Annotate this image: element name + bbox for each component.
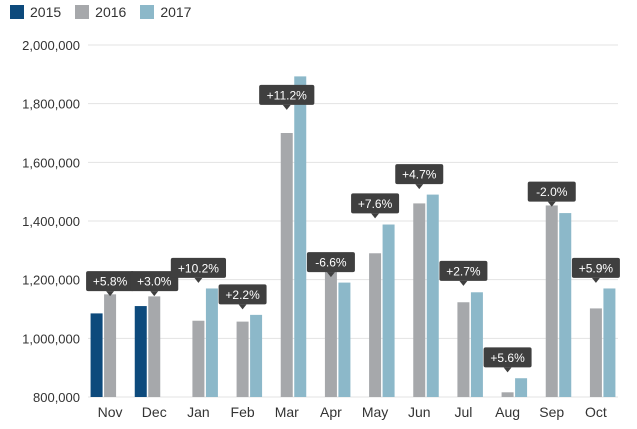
bar-2017-jan [205,288,218,397]
bar-2017-may [382,224,395,397]
legend-swatch-2016 [75,5,90,19]
bar-2016-may [369,253,382,397]
annotation-box [571,257,620,278]
annotation-pointer [503,367,512,373]
annotation-box [306,252,355,273]
y-tick-label: 1,000,000 [22,331,80,346]
x-tick-label: May [362,404,388,420]
annotation-label: +5.9% [579,261,614,275]
bar-2017-mar [294,76,307,398]
annotation-pointer [371,213,380,219]
x-tick-label: Mar [275,404,299,420]
y-tick-label: 1,800,000 [22,97,80,112]
annotation-label: +10.2% [178,261,219,275]
legend-item-2015: 2015 [10,4,61,20]
x-tick-label: Sep [539,404,564,420]
annotation-label: +7.6% [358,197,393,211]
bar-2016-sep [545,205,558,397]
annotation-box [527,181,576,202]
annotation-pointer [547,201,556,207]
annotation-label: -6.6% [315,256,347,270]
bar-2017-sep [559,213,572,397]
annotation-label: +3.0% [137,275,172,289]
x-tick-label: Dec [142,404,167,420]
annotation-box [259,84,315,105]
legend-item-2016: 2016 [75,4,126,20]
bar-2015-nov [90,313,103,397]
legend-label-2016: 2016 [95,4,127,20]
y-tick-label: 1,200,000 [22,273,80,288]
bar-2017-jun [426,194,439,397]
annotation-pointer [326,272,335,278]
annotation-pointer [591,277,600,283]
bar-2015-dec [134,306,147,397]
annotation-label: +11.2% [267,88,307,102]
x-tick-label: Oct [585,404,607,420]
bar-2017-aug [515,378,528,397]
bar-2017-apr [338,282,351,397]
annotation-box [439,260,488,281]
bar-2016-mar [280,133,293,397]
annotation-pointer [459,280,468,286]
legend-item-2017: 2017 [140,4,191,20]
y-tick-label: 1,600,000 [22,155,80,170]
legend-swatch-2017 [140,5,155,19]
legend: 2015 2016 2017 [10,4,205,20]
legend-label-2017: 2017 [160,4,192,20]
annotation-pointer [194,277,203,283]
bar-2016-aug [501,392,514,397]
bar-2017-jul [470,292,483,397]
bar-2016-apr [324,259,337,397]
bar-2016-dec [148,296,161,397]
x-tick-label: Nov [98,404,123,420]
annotation-label: +4.7% [402,168,437,182]
annotation-pointer [282,104,291,110]
annotation-label: +5.8% [93,275,128,289]
bar-2017-feb [250,314,263,397]
annotation-box [395,164,444,185]
bar-2016-feb [236,321,249,397]
x-tick-label: Jun [408,404,431,420]
annotation-box [130,271,179,292]
annotation-pointer [238,304,247,310]
bar-2016-oct [589,308,602,397]
bar-2016-nov [104,294,117,397]
x-tick-label: Feb [231,404,255,420]
annotation-pointer [150,291,159,297]
annotation-box [483,347,532,368]
annotation-box [218,284,267,305]
annotation-label: +2.2% [225,288,260,302]
annotation-box [170,257,227,278]
bar-2016-jul [457,302,470,397]
bar-2017-oct [603,288,616,397]
x-tick-label: Apr [320,404,342,420]
x-tick-label: Jan [187,404,210,420]
y-tick-label: 800,000 [33,390,80,405]
x-tick-label: Jul [454,404,472,420]
legend-swatch-2015 [10,5,24,19]
annotation-label: -2.0% [536,185,568,199]
annotation-pointer [415,184,424,190]
x-tick-label: Aug [495,404,520,420]
annotation-label: +5.6% [490,351,525,365]
annotation-box [86,271,135,292]
legend-label-2015: 2015 [30,4,62,20]
bar-2016-jan [192,320,205,397]
y-tick-label: 2,000,000 [22,38,80,53]
annotation-pointer [106,291,115,297]
annotation-label: +2.7% [446,264,481,278]
annotation-box [351,193,400,214]
bar-2016-jun [413,203,426,397]
y-tick-label: 1,400,000 [22,214,80,229]
